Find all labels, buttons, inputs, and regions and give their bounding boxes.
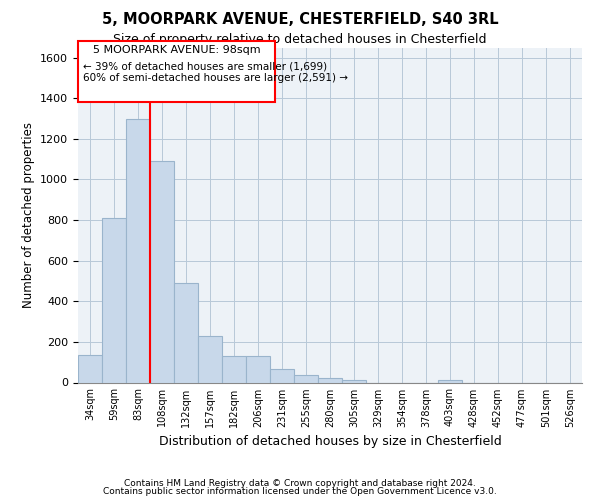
Bar — [150, 161, 174, 382]
Text: 60% of semi-detached houses are larger (2,591) →: 60% of semi-detached houses are larger (… — [83, 74, 348, 84]
Bar — [438, 380, 462, 382]
Bar — [126, 118, 150, 382]
Text: Size of property relative to detached houses in Chesterfield: Size of property relative to detached ho… — [113, 32, 487, 46]
Bar — [222, 356, 246, 382]
Text: Contains HM Land Registry data © Crown copyright and database right 2024.: Contains HM Land Registry data © Crown c… — [124, 478, 476, 488]
X-axis label: Distribution of detached houses by size in Chesterfield: Distribution of detached houses by size … — [158, 435, 502, 448]
Text: ← 39% of detached houses are smaller (1,699): ← 39% of detached houses are smaller (1,… — [83, 62, 327, 72]
Bar — [318, 378, 342, 382]
Bar — [198, 336, 222, 382]
Bar — [246, 356, 270, 382]
Bar — [78, 355, 102, 382]
Text: 5, MOORPARK AVENUE, CHESTERFIELD, S40 3RL: 5, MOORPARK AVENUE, CHESTERFIELD, S40 3R… — [101, 12, 499, 28]
Bar — [270, 370, 294, 382]
Y-axis label: Number of detached properties: Number of detached properties — [22, 122, 35, 308]
Text: 5 MOORPARK AVENUE: 98sqm: 5 MOORPARK AVENUE: 98sqm — [92, 45, 260, 55]
Bar — [102, 218, 126, 382]
Bar — [294, 376, 318, 382]
Text: Contains public sector information licensed under the Open Government Licence v3: Contains public sector information licen… — [103, 487, 497, 496]
Bar — [342, 380, 366, 382]
Bar — [174, 283, 198, 382]
